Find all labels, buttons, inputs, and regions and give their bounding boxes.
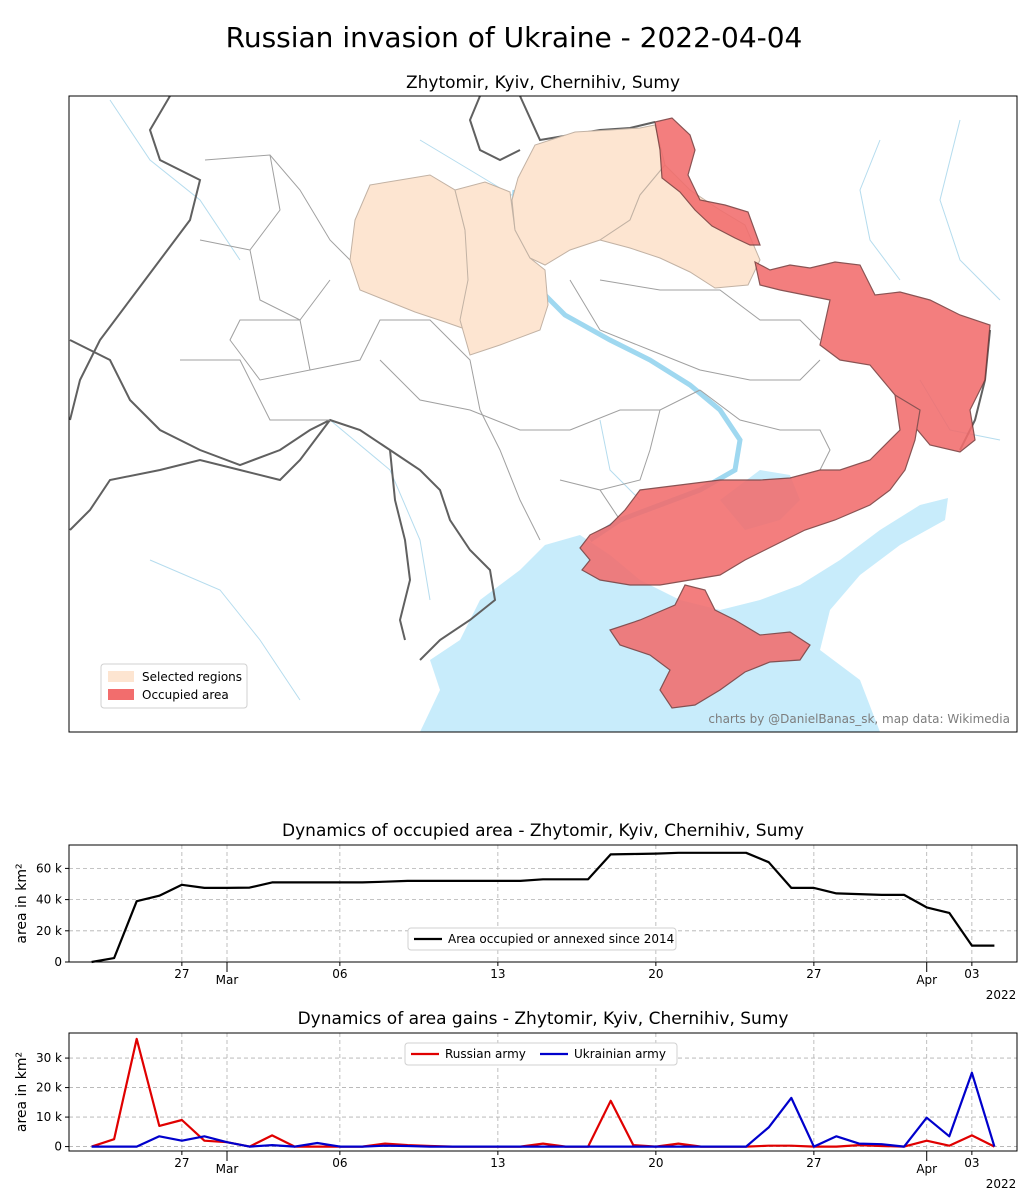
chart1-title: Dynamics of occupied area - Zhytomir, Ky… (282, 821, 804, 841)
x-tick-label: 20 (648, 1156, 663, 1170)
y-tick-label: 0 (54, 955, 62, 969)
x-tick-label: 03 (964, 1156, 979, 1170)
plot-frame (68, 844, 1018, 963)
chart2-title: Dynamics of area gains - Zhytomir, Kyiv,… (298, 1009, 789, 1029)
x-tick-label: Mar (216, 1162, 239, 1176)
plot-frame (68, 1032, 1018, 1152)
rivers (109, 99, 1001, 701)
legend-label-occupied: Occupied area (142, 688, 229, 702)
x-tick-label: 20 (648, 967, 663, 981)
legend-label-selected: Selected regions (142, 670, 242, 684)
x-tick-label: Apr (916, 973, 937, 987)
series-line-0 (91, 851, 995, 964)
y-axis-label: area in km² (14, 863, 30, 943)
year-label: 2022 (986, 1177, 1017, 1191)
y-tick-label: 40 k (36, 893, 62, 907)
occupied-areas (579, 117, 991, 709)
occupied-east (754, 260, 991, 453)
legend-label-0: Russian army (445, 1047, 526, 1061)
chart-legend: Russian army Ukrainian army (404, 1042, 678, 1066)
selected-regions (349, 124, 761, 356)
chart-legend: Area occupied or annexed since 2014 (407, 927, 677, 951)
x-tick-label: 13 (490, 967, 505, 981)
x-tick-label: 27 (174, 1156, 189, 1170)
chart-occupied-area: 0 20 k 40 k 60 k 27 Mar 06 13 20 27 Apr 03 2022 area … (14, 844, 1018, 1002)
y-tick-label: 30 k (36, 1051, 62, 1065)
map-title: Zhytomir, Kyiv, Chernihiv, Sumy (406, 73, 680, 93)
x-tick-label: Mar (216, 973, 239, 987)
y-tick-label: 20 k (36, 924, 62, 938)
legend-swatch-occupied (108, 689, 134, 700)
region-kyiv (454, 181, 549, 356)
x-tick-label: 03 (964, 967, 979, 981)
map: charts by @DanielBanas_sk, map data: Wik… (69, 96, 1017, 732)
map-legend: Selected regions Occupied area (100, 663, 248, 709)
chart-area-gains: 0 10 k 20 k 30 k 27 Mar 06 13 20 27 Apr 03 2022 area … (14, 1032, 1018, 1191)
x-tick-label: 27 (806, 967, 821, 981)
year-label: 2022 (986, 988, 1017, 1002)
y-tick-label: 10 k (36, 1110, 62, 1124)
occupied-crimea (609, 584, 811, 709)
y-tick-label: 60 k (36, 861, 62, 875)
region-zhytomir (349, 174, 471, 331)
x-tick-label: 27 (174, 967, 189, 981)
map-frame (68, 95, 1018, 733)
occupied-south (579, 393, 921, 586)
series-line-1 (91, 1071, 996, 1148)
x-tick-label: 13 (490, 1156, 505, 1170)
map-credit: charts by @DanielBanas_sk, map data: Wik… (708, 712, 1010, 726)
page-title: Russian invasion of Ukraine - 2022-04-04 (226, 21, 803, 54)
y-axis-label: area in km² (14, 1052, 30, 1132)
y-tick-label: 0 (54, 1140, 62, 1154)
region-borders (180, 154, 831, 541)
y-tick-label: 20 k (36, 1081, 62, 1095)
x-tick-label: 06 (332, 967, 347, 981)
legend-label-1: Ukrainian army (574, 1047, 666, 1061)
x-tick-label: Apr (916, 1162, 937, 1176)
x-tick-label: 27 (806, 1156, 821, 1170)
x-tick-label: 06 (332, 1156, 347, 1170)
legend-swatch-selected (108, 671, 134, 682)
occupied-north (654, 117, 761, 246)
legend-label-0: Area occupied or annexed since 2014 (448, 932, 674, 946)
